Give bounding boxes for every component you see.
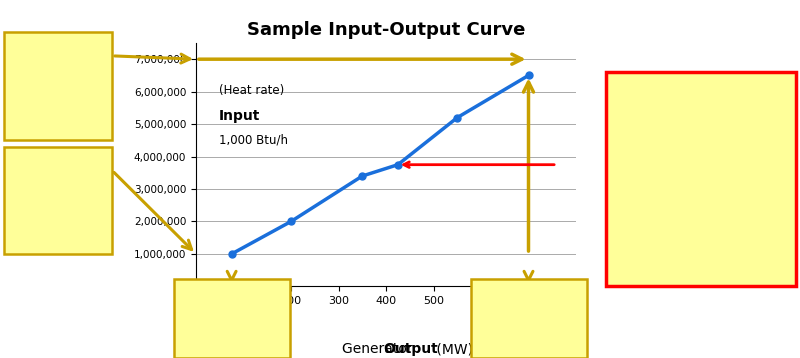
Text: Minimum
fuel rate: Minimum fuel rate xyxy=(26,189,90,217)
Text: Input: Input xyxy=(219,109,260,123)
Text: P: P xyxy=(509,287,521,306)
Text: f: f xyxy=(35,161,42,176)
Text: Output: Output xyxy=(384,342,438,356)
Text: min: min xyxy=(232,290,253,300)
Text: Maximum
power output: Maximum power output xyxy=(481,314,576,342)
Text: min: min xyxy=(53,163,74,173)
Text: f: f xyxy=(35,46,42,61)
Text: Maximum
fuel rate: Maximum fuel rate xyxy=(24,74,92,102)
Text: P: P xyxy=(212,287,224,306)
Text: (MW): (MW) xyxy=(432,342,474,356)
Text: Power output is
directly
controlled by
rate of fuel
consumption: Power output is directly controlled by r… xyxy=(642,142,760,216)
Text: Minimum power
output: Minimum power output xyxy=(175,314,288,342)
Text: 1,000 Btu/h: 1,000 Btu/h xyxy=(219,133,288,146)
Text: (Heat rate): (Heat rate) xyxy=(219,84,284,97)
Title: Sample Input-Output Curve: Sample Input-Output Curve xyxy=(247,21,525,39)
Text: max: max xyxy=(53,48,76,58)
Text: Generator: Generator xyxy=(342,342,417,356)
Text: max: max xyxy=(529,290,552,300)
